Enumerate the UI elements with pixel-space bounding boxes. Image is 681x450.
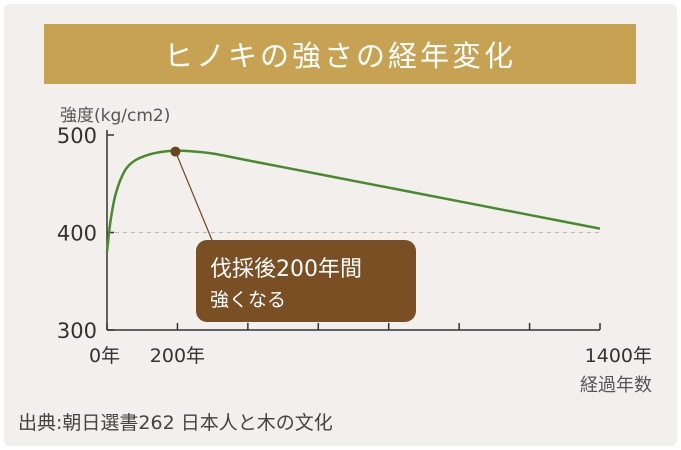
y-tick-label-300: 300 bbox=[57, 319, 97, 343]
callout-line-2: 強くなる bbox=[210, 289, 286, 311]
annotation-point bbox=[170, 146, 181, 157]
callout-box bbox=[196, 240, 416, 322]
callout-leader-line bbox=[174, 151, 215, 246]
y-tick-label-400: 400 bbox=[57, 222, 97, 246]
x-tick-label-1400: 1400年 bbox=[585, 345, 652, 367]
callout-line-1: 伐採後200年間 bbox=[210, 257, 362, 282]
y-tick-label-500: 500 bbox=[57, 124, 97, 148]
chart-title: ヒノキの強さの経年変化 bbox=[44, 24, 636, 84]
x-tick-label-0: 0年 bbox=[89, 345, 120, 367]
series-line-0 bbox=[105, 149, 601, 253]
x-tick-label-200: 200年 bbox=[150, 345, 205, 367]
source-citation: 出典:朝日選書262 日本人と木の文化 bbox=[18, 412, 333, 434]
x-axis-title: 経過年数 bbox=[580, 375, 652, 396]
y-axis-title: 強度(kg/cm2) bbox=[60, 106, 170, 126]
